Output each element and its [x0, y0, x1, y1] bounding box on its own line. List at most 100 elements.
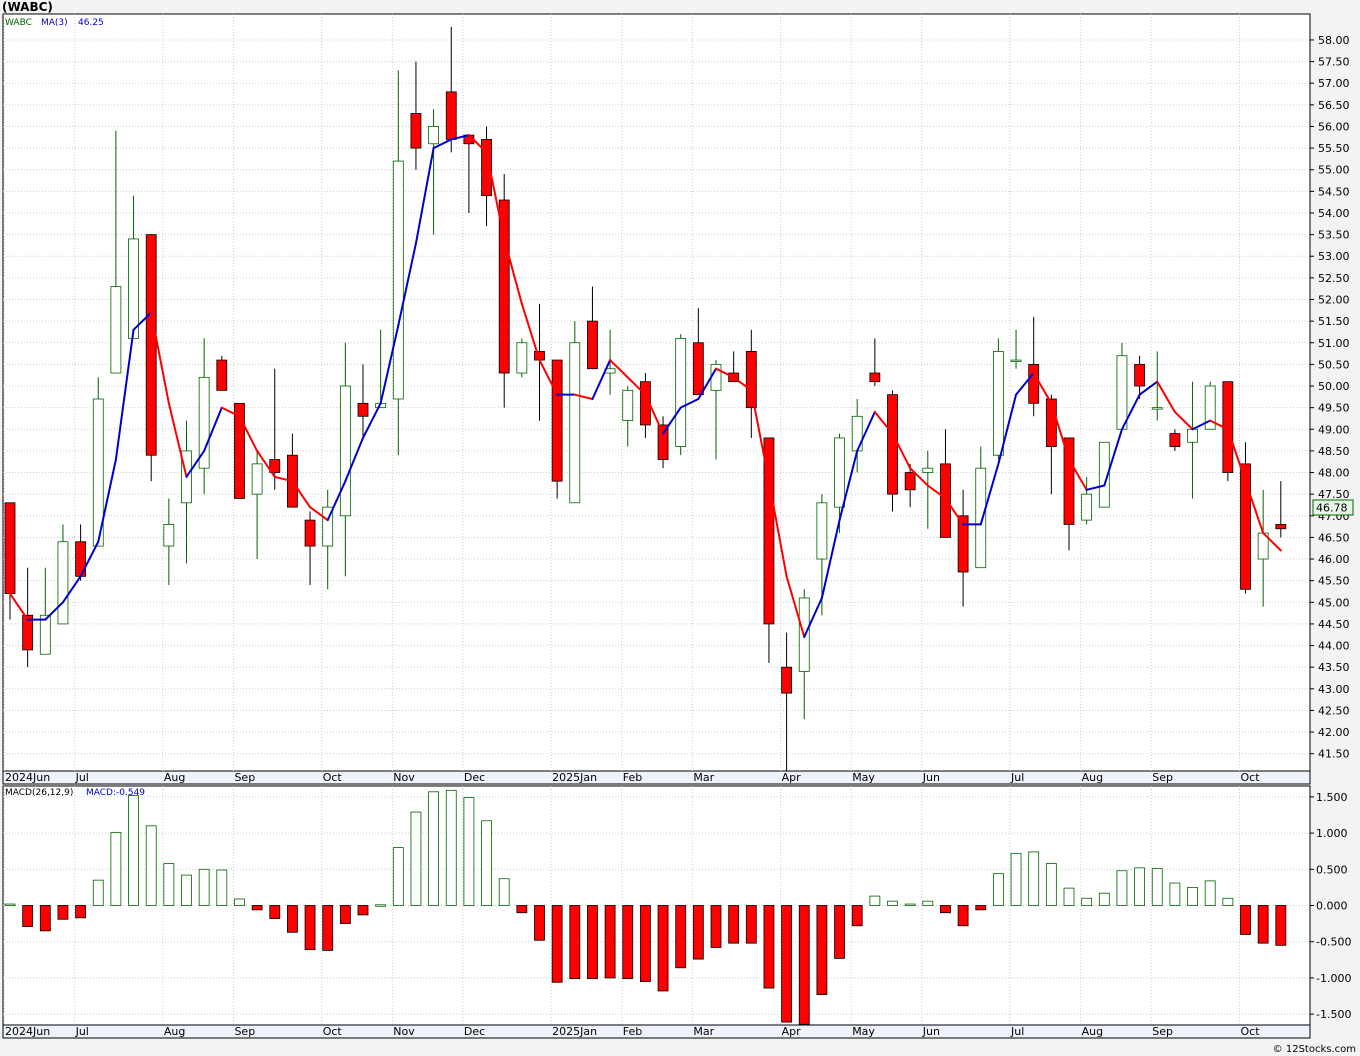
- price-x-label: Jun: [922, 771, 940, 784]
- legend-ma-value: 46.25: [78, 18, 104, 28]
- ma-segment: [326, 480, 347, 522]
- macd-bar: [128, 795, 139, 906]
- candle-body: [1045, 398, 1057, 447]
- macd-bar: [481, 820, 492, 906]
- macd-bar: [92, 879, 104, 906]
- ma-segment: [609, 359, 629, 379]
- price-x-label: Jul: [75, 771, 89, 784]
- macd-bar: [410, 811, 422, 906]
- macd-bar: [216, 869, 228, 906]
- price-tick-label: 46.00: [1318, 553, 1350, 566]
- ma-line: [9, 134, 1282, 638]
- price-tick-label: 52.00: [1318, 293, 1350, 306]
- macd-x-label: 2024Jun: [5, 1025, 50, 1038]
- ma-segment: [750, 389, 770, 483]
- ma-segment: [1085, 484, 1106, 491]
- candle-body: [234, 402, 245, 499]
- macd-bar: [745, 905, 757, 944]
- ma-segment: [432, 138, 453, 150]
- macd-bar: [1169, 882, 1181, 906]
- price-tick-label: 54.00: [1318, 207, 1350, 220]
- candle-body: [1063, 437, 1075, 525]
- price-x-label: Nov: [393, 771, 415, 784]
- macd-bar: [816, 905, 828, 995]
- candle-body: [622, 389, 634, 422]
- ma-segment: [167, 402, 188, 478]
- legend-macd-value: MACD:-0.549: [86, 788, 145, 798]
- ma-segment: [397, 242, 417, 327]
- price-x-label: Dec: [464, 771, 485, 784]
- macd-bar: [604, 905, 616, 979]
- price-x-label: Mar: [693, 771, 714, 784]
- candle-body: [1081, 493, 1093, 521]
- price-tick-label: 48.50: [1318, 445, 1350, 458]
- price-x-label: Sep: [1152, 771, 1173, 784]
- macd-bar: [110, 831, 122, 906]
- candle-body: [145, 234, 157, 456]
- ma-segment: [414, 147, 435, 245]
- candle-body: [269, 459, 281, 473]
- macd-bar: [534, 905, 545, 941]
- price-panel: [2, 13, 1311, 772]
- macd-x-label: Apr: [782, 1025, 802, 1038]
- candle-body: [216, 359, 228, 391]
- candle-body: [4, 502, 16, 595]
- candle-body: [763, 437, 775, 625]
- macd-bar: [463, 797, 475, 906]
- macd-bar: [657, 905, 669, 992]
- macd-bar: [904, 903, 916, 906]
- ma-segment: [679, 397, 700, 409]
- chart-title: (WABC): [2, 0, 53, 14]
- ma-segment: [538, 359, 559, 396]
- price-tick-label: 44.00: [1318, 640, 1350, 653]
- candle-body: [922, 467, 934, 473]
- macd-bar: [993, 873, 1004, 906]
- price-tick-label: 48.00: [1318, 467, 1350, 480]
- macd-bar: [498, 878, 510, 906]
- ma-segment: [238, 415, 259, 452]
- macd-tick-label: 1.500: [1316, 791, 1348, 804]
- macd-bar: [1134, 867, 1145, 906]
- candle-body: [251, 463, 263, 495]
- ma-segment: [344, 436, 364, 483]
- macd-bar: [392, 847, 404, 906]
- price-x-label: Oct: [1241, 771, 1261, 784]
- macd-bar: [781, 905, 792, 1023]
- candle-body: [481, 139, 492, 197]
- macd-bar: [1187, 886, 1198, 906]
- macd-bar: [145, 825, 157, 906]
- ma-segment: [467, 134, 488, 154]
- candle-body: [887, 394, 898, 495]
- price-tick-label: 49.00: [1318, 423, 1350, 436]
- price-tick-label: 57.50: [1318, 56, 1350, 69]
- candle-body: [22, 614, 34, 651]
- ma-segment: [644, 393, 665, 435]
- ma-segment: [61, 575, 82, 604]
- macd-bar: [375, 904, 387, 907]
- candle-body: [551, 359, 563, 482]
- price-tick-label: 42.50: [1318, 704, 1350, 717]
- macd-bar: [181, 874, 192, 906]
- legend-symbol: WABC: [5, 18, 32, 28]
- ma-segment: [697, 367, 717, 400]
- ma-segment: [1068, 458, 1088, 491]
- ma-segment: [185, 449, 206, 478]
- macd-x-label: May: [852, 1025, 875, 1038]
- candle-body: [657, 424, 669, 460]
- macd-tick-label: 0.000: [1316, 900, 1348, 913]
- macd-bar: [887, 900, 898, 906]
- macd-tick-label: 0.500: [1316, 863, 1348, 876]
- price-grid: [3, 14, 1310, 771]
- ma-segment: [715, 367, 735, 379]
- candle-body: [993, 351, 1004, 456]
- candle-body: [869, 372, 881, 383]
- macd-bar: [975, 905, 987, 911]
- macd-bar: [1222, 897, 1234, 906]
- ma-segment: [732, 376, 753, 392]
- ma-segment: [856, 410, 876, 452]
- ma-segment: [132, 311, 153, 331]
- candle-body: [392, 160, 404, 400]
- macd-histogram: [4, 789, 1287, 1025]
- ma-segment: [256, 449, 276, 478]
